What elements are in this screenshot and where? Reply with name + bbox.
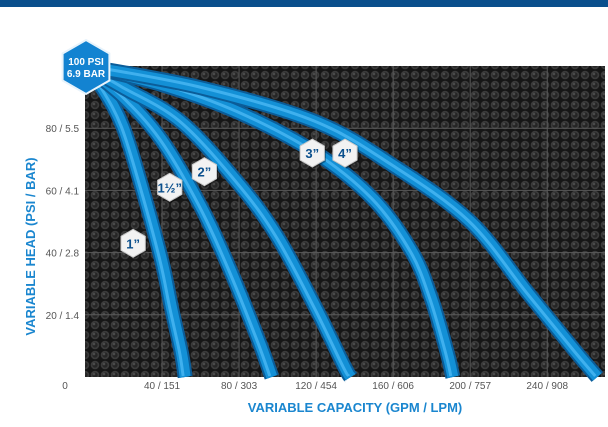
- x-axis-title: VARIABLE CAPACITY (GPM / LPM): [248, 400, 463, 415]
- x-tick-label: 0: [62, 381, 68, 392]
- curve-labels: 1” 1½” 2” 3” 4”: [120, 138, 359, 259]
- size-badge-label: 4”: [338, 146, 352, 161]
- x-tick-label: 80 / 303: [221, 381, 258, 392]
- curve-highlight-2: [82, 63, 351, 377]
- curve-highlight-0: [81, 64, 185, 377]
- y-tick-label: 40 / 2.8: [46, 249, 80, 260]
- x-tick-label: 40 / 151: [144, 381, 181, 392]
- size-badge-hexagon: [299, 138, 325, 168]
- size-badge-label: 1”: [126, 236, 140, 251]
- max-pressure-psi: 100 PSI: [68, 57, 104, 68]
- x-tick-label: 160 / 606: [372, 381, 414, 392]
- y-tick-label: 80 / 5.5: [46, 124, 80, 135]
- curve-highlight-1: [82, 63, 272, 377]
- max-pressure-badge: 100 PSI 6.9 BAR: [61, 38, 111, 96]
- curve-highlight-4: [82, 63, 597, 377]
- y-axis-ticks: 20 / 1.4 40 / 2.8 60 / 4.1 80 / 5.5: [46, 124, 80, 322]
- size-badge-hexagon: [191, 157, 217, 187]
- size-badge-hexagon: [332, 138, 358, 168]
- size-badge-label: 2”: [198, 165, 212, 180]
- x-tick-label: 240 / 908: [526, 381, 568, 392]
- size-badge-label: 1½”: [157, 180, 182, 195]
- y-axis-title: VARIABLE HEAD (PSI / BAR): [23, 157, 38, 335]
- max-pressure-hexagon: [61, 38, 111, 96]
- top-accent-bar: [0, 0, 608, 7]
- x-tick-label: 200 / 757: [449, 381, 491, 392]
- size-badge-hexagon: [157, 172, 183, 202]
- max-pressure-bar: 6.9 BAR: [67, 69, 106, 80]
- size-badge-label: 3”: [305, 146, 319, 161]
- pump-curves: [79, 58, 604, 384]
- y-tick-label: 20 / 1.4: [46, 311, 80, 322]
- y-tick-label: 60 / 4.1: [46, 186, 80, 197]
- x-axis-ticks: 0 40 / 151 80 / 303 120 / 454 160 / 606 200 /…: [62, 381, 568, 392]
- x-tick-label: 120 / 454: [295, 381, 337, 392]
- size-badge-hexagon: [120, 228, 146, 258]
